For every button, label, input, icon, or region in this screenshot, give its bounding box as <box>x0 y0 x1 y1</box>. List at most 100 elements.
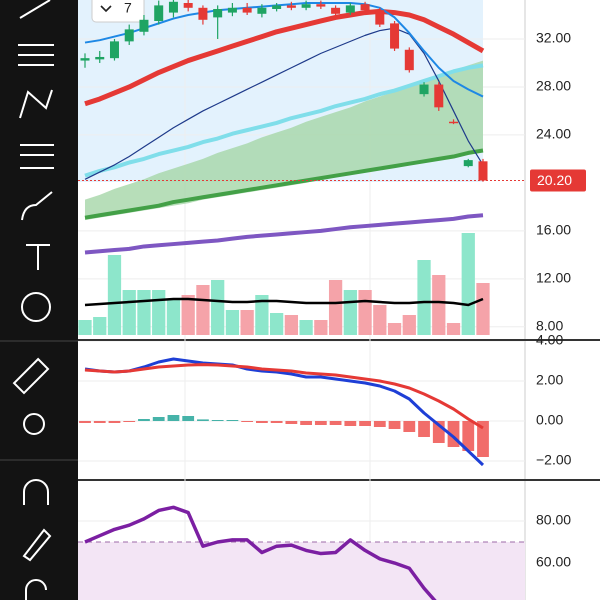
volume-bar <box>284 315 299 335</box>
cloud <box>85 60 483 221</box>
rsi-band <box>78 541 525 600</box>
dropdown-value: 7 <box>124 0 132 16</box>
candle-body <box>478 161 488 181</box>
candle-body <box>404 49 414 71</box>
lines-tool[interactable] <box>18 44 54 66</box>
pane <box>78 341 525 467</box>
candle-body <box>95 56 105 60</box>
volume-bar <box>122 290 136 335</box>
trendline-tool[interactable] <box>19 0 51 19</box>
y-tick-label: 12.00 <box>536 270 571 286</box>
histogram-bar <box>167 415 180 421</box>
histogram-bar <box>447 421 460 447</box>
moving-average <box>84 8 485 107</box>
y-tick-label: 60.00 <box>536 554 571 570</box>
histogram-bar <box>152 417 165 421</box>
volume-bar <box>93 317 107 335</box>
candle-body <box>419 84 429 95</box>
y-tick-label: 80.00 <box>536 512 571 528</box>
histogram-bar <box>79 421 91 423</box>
candle-body <box>449 121 459 124</box>
histogram-bar <box>403 421 416 432</box>
histogram-bar <box>418 421 430 437</box>
volume-bar <box>402 315 416 335</box>
y-tick-label: −2.00 <box>536 452 572 468</box>
zoom-tool[interactable] <box>23 413 45 435</box>
volume-bar <box>461 233 475 335</box>
volume-bar <box>432 275 446 335</box>
histogram-bar <box>182 416 195 421</box>
volume-bar <box>269 313 284 335</box>
moving-average <box>84 1 484 98</box>
candle-body <box>213 8 223 18</box>
candle-body <box>390 23 400 49</box>
volume-bar <box>107 255 122 335</box>
y-tick-label: 24.00 <box>536 126 571 142</box>
magnet-tool[interactable] <box>23 479 49 505</box>
emoji-tool[interactable] <box>21 292 51 322</box>
volume-bar <box>255 295 269 335</box>
histogram-bar <box>138 419 150 421</box>
last-price-box <box>530 169 586 192</box>
fib-tool[interactable] <box>20 144 54 169</box>
volume-bar <box>196 285 210 335</box>
last-price-label: 20.20 <box>537 172 572 188</box>
candle-body <box>331 7 341 14</box>
histogram-bar <box>285 421 298 424</box>
histogram-bar <box>300 421 313 425</box>
toolbar-bg <box>0 0 78 600</box>
histogram-bar <box>462 421 475 451</box>
candle-body <box>109 41 119 59</box>
volume-bar <box>152 290 166 335</box>
volume-bar <box>343 290 357 335</box>
text-tool[interactable] <box>26 244 50 270</box>
histogram-bar <box>359 421 371 426</box>
lock-tool[interactable] <box>25 579 47 600</box>
y-tick-label: 32.00 <box>536 30 571 46</box>
volume-bar <box>358 290 372 335</box>
toolbar <box>0 0 78 600</box>
candle-body <box>198 7 208 20</box>
candle-body <box>463 160 473 167</box>
pattern-tool[interactable] <box>19 89 53 119</box>
lock-draw-tool[interactable] <box>22 528 52 562</box>
histogram-bar <box>344 421 357 426</box>
y-tick-label: 16.00 <box>536 222 571 238</box>
y-tick-label: 0.00 <box>536 412 563 428</box>
candle-body <box>154 5 164 21</box>
volume-ma <box>84 297 484 307</box>
moving-average <box>84 213 484 255</box>
volume-bar <box>137 290 151 335</box>
volume-bar <box>314 320 328 335</box>
candle-body <box>124 29 134 42</box>
candle-body <box>80 58 90 61</box>
volume-bar <box>225 310 240 335</box>
histogram-bar <box>226 420 239 421</box>
pane <box>78 505 525 600</box>
candle-body <box>375 10 385 25</box>
histogram-bar <box>432 421 445 443</box>
histogram-bar <box>388 421 401 429</box>
rsi-line <box>84 505 437 600</box>
signal-line <box>84 363 484 430</box>
moving-average <box>84 148 484 220</box>
y-tick-label: 8.00 <box>536 318 563 334</box>
histogram-bar <box>211 420 224 421</box>
histogram-bar <box>373 421 386 427</box>
moving-average <box>84 27 484 180</box>
histogram-bar <box>270 421 283 423</box>
candle-body <box>227 7 237 13</box>
candle-body <box>316 4 326 7</box>
histogram-bar <box>93 421 106 423</box>
dropdown-box[interactable] <box>91 0 145 23</box>
brush-tool[interactable] <box>21 191 53 221</box>
volume-bar <box>387 323 402 335</box>
ruler-tool[interactable] <box>12 357 50 395</box>
volume-bar <box>299 320 313 335</box>
histogram-bar <box>197 419 209 421</box>
volume-bar <box>446 323 461 335</box>
candle-body <box>345 5 355 13</box>
candle-body <box>168 1 178 13</box>
interval-dropdown[interactable]: 7 <box>91 0 145 23</box>
histogram-bar <box>477 421 489 457</box>
